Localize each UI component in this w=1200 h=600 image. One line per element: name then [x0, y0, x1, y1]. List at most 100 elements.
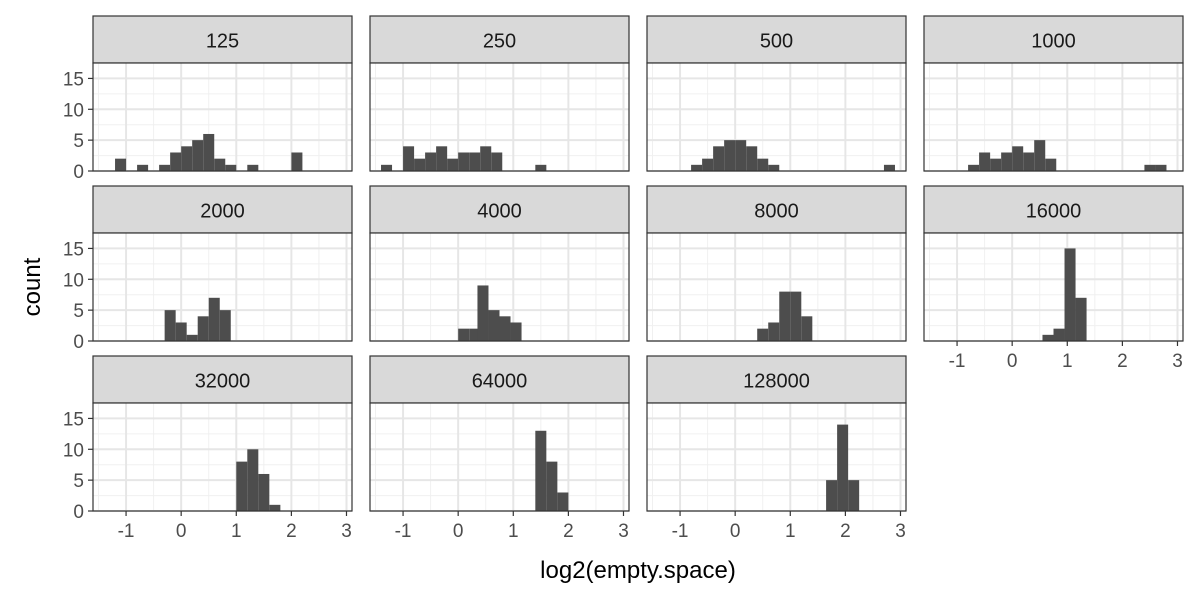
facet-panel-4000: 4000 [369, 185, 630, 342]
y-tick-label: 15 [63, 69, 84, 90]
histogram-bar [837, 424, 849, 511]
x-tick-label: 3 [618, 521, 629, 542]
facet-strip [646, 15, 907, 64]
histogram-bar [181, 146, 193, 171]
facet-panel-8000: 8000 [646, 185, 907, 342]
histogram-bar [447, 158, 459, 171]
histogram-bar [219, 310, 231, 341]
facet-panel-500: 500 [646, 15, 907, 172]
facet-strip-label: 250 [483, 31, 516, 53]
histogram-bar [746, 146, 758, 171]
histogram-bar [735, 140, 747, 171]
panel-border [923, 232, 1184, 342]
y-tick-label: 5 [73, 301, 84, 322]
histogram-bar [1053, 328, 1065, 341]
x-tick-label: 3 [341, 521, 352, 542]
histogram-bar [1075, 297, 1087, 341]
x-tick-label: 3 [1172, 351, 1183, 372]
panel-background [924, 233, 1183, 341]
histogram-bar [779, 291, 791, 341]
facet-panels: 125 250 500 1000 2000 4000 8000 16000 32000 64000… [92, 15, 1184, 512]
histogram-bar [247, 449, 259, 511]
histogram-bar [115, 158, 127, 171]
histogram-bar [425, 152, 437, 171]
panel-border [369, 232, 630, 342]
histogram-bar [535, 430, 547, 511]
histogram-bar [291, 152, 303, 171]
histogram-bar [1144, 164, 1156, 171]
facet-strip-label: 32000 [195, 371, 251, 393]
histogram-bar [883, 164, 895, 171]
facet-strip [646, 355, 907, 404]
histogram-bar [170, 152, 182, 171]
x-tick-label: 0 [453, 521, 464, 542]
histogram-bar [826, 480, 838, 511]
y-tick-label: 10 [63, 440, 84, 461]
y-tick-label: 15 [63, 239, 84, 260]
panel-background [647, 63, 906, 171]
histogram-bar [1155, 164, 1167, 171]
histogram-bar [480, 146, 492, 171]
histogram-bar [403, 146, 415, 171]
histogram-bar [790, 291, 802, 341]
histogram-bar [990, 158, 1002, 171]
x-tick-label: 2 [563, 521, 574, 542]
histogram-bar [535, 164, 547, 171]
facet-strip [646, 185, 907, 234]
histogram-bar [175, 322, 187, 341]
histogram-bar [546, 461, 558, 511]
x-tick-label: 0 [1007, 351, 1018, 372]
histogram-bar [757, 158, 769, 171]
facet-strip-label: 4000 [477, 201, 522, 223]
histogram-bar [768, 164, 780, 171]
panel-border [369, 62, 630, 172]
facet-strip-label: 2000 [200, 201, 245, 223]
histogram-bar [488, 310, 500, 341]
facet-panel-128000: 128000 [646, 355, 907, 512]
facet-strip-label: 16000 [1026, 201, 1082, 223]
x-tick-label: 2 [1117, 351, 1128, 372]
facet-strip [923, 15, 1184, 64]
histogram-bar [979, 152, 991, 171]
histogram-bar [968, 164, 980, 171]
histogram-bar [510, 322, 522, 341]
facet-strip [369, 15, 630, 64]
x-tick-label: 0 [730, 521, 741, 542]
histogram-bar [713, 146, 725, 171]
panel-background [924, 63, 1183, 171]
x-tick-label: 1 [785, 521, 796, 542]
histogram-bar [1045, 158, 1057, 171]
y-axis-label: count [19, 257, 46, 316]
histogram-bar [702, 158, 714, 171]
facet-panel-64000: 64000 [369, 355, 630, 512]
y-tick-label: 10 [63, 100, 84, 121]
histogram-bar [1034, 140, 1046, 171]
histogram-bar [477, 285, 489, 341]
x-tick-label: -1 [395, 521, 412, 542]
x-tick-label: -1 [118, 521, 135, 542]
y-tick-label: 0 [73, 162, 84, 183]
histogram-bar [1064, 248, 1076, 341]
panel-border [646, 402, 907, 512]
histogram-bar [225, 164, 237, 171]
histogram-bar [214, 158, 226, 171]
facet-panel-1000: 1000 [923, 15, 1184, 172]
panel-background [370, 403, 629, 511]
facet-panel-250: 250 [369, 15, 630, 172]
y-tick-label: 5 [73, 471, 84, 492]
histogram-bar [768, 322, 780, 341]
panel-border [646, 232, 907, 342]
panel-border [923, 62, 1184, 172]
histogram-bar [499, 316, 511, 341]
histogram-bar [203, 133, 215, 171]
axes-layer: 0 5 10 15 0 5 10 15 -1 0 1 2 3 0 5 10 15 -1 0 1 2 3 -1 0 1 2 3 -1 0 1… [63, 69, 1183, 542]
histogram-bar [197, 316, 209, 341]
y-tick-label: 15 [63, 409, 84, 430]
panel-background [93, 403, 352, 511]
facet-panel-2000: 2000 [92, 185, 353, 342]
facet-strip-label: 64000 [472, 371, 528, 393]
histogram-bar [381, 164, 393, 171]
facet-strip-label: 8000 [754, 201, 799, 223]
panel-background [647, 403, 906, 511]
